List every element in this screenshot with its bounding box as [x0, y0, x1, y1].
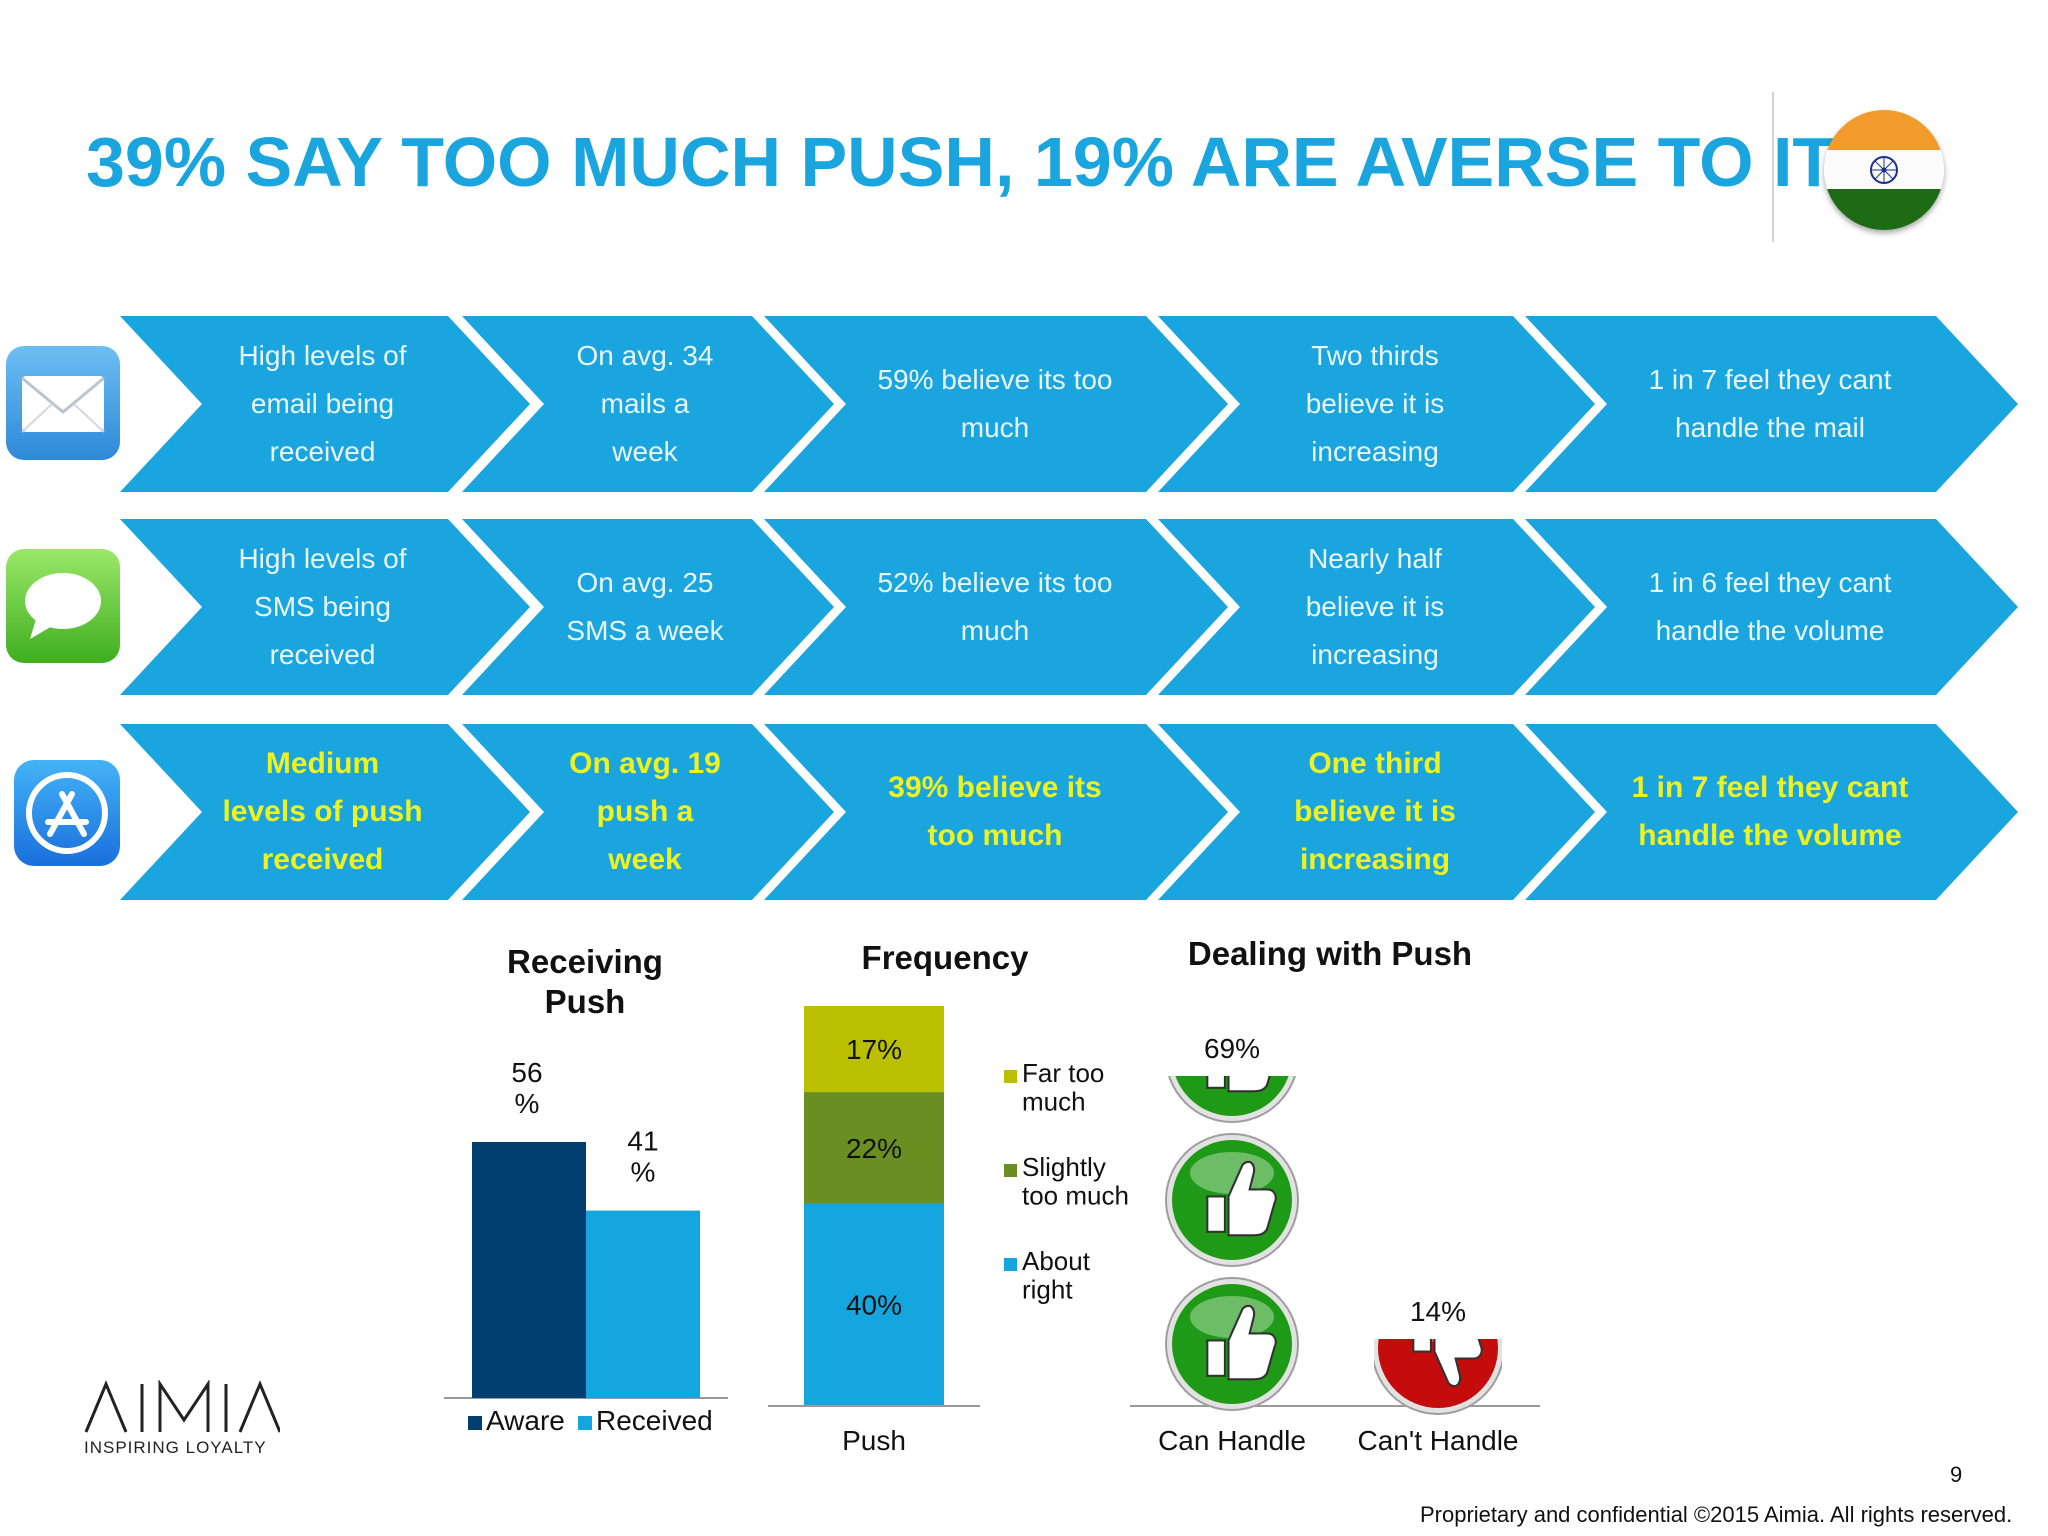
email-row: High levels of email being received On av…	[0, 316, 2048, 492]
process-step-label: 1 in 6 feel they cant handle the volume	[1648, 567, 1892, 646]
process-step-text: 1 in 7 feel they cant handle the mail	[1610, 316, 1930, 492]
process-step: Nearly half believe it is increasing	[1158, 519, 1595, 695]
dealing-with-push-title: Dealing with Push	[1187, 935, 1473, 972]
legend-label: About right	[1022, 1246, 1091, 1305]
process-step-label: One third believe it is increasing	[1294, 747, 1456, 876]
process-step: Medium levels of push received	[120, 724, 530, 900]
bar-data-label: 41%	[627, 1126, 658, 1188]
process-step-label: High levels of SMS being received	[238, 543, 407, 670]
legend-label: Slightly too much	[1022, 1152, 1129, 1211]
process-step: 39% believe its too much	[764, 724, 1228, 900]
legend-label: Received	[596, 1405, 713, 1436]
process-step-text: Medium levels of push received	[205, 724, 440, 900]
thumb-glyph	[1206, 1160, 1277, 1237]
process-step: 59% believe its too much	[764, 316, 1228, 492]
sms-icon	[6, 549, 120, 663]
slide-title: 39% SAY TOO MUCH PUSH, 19% ARE AVERSE TO…	[86, 123, 1836, 201]
process-step: On avg. 19 push a week	[462, 724, 834, 900]
category-label: Can Handle	[1158, 1425, 1306, 1456]
process-step: Two thirds believe it is increasing	[1158, 316, 1595, 492]
receiving-push-title: Receiving Push	[507, 943, 663, 1020]
process-step-text: On avg. 34 mails a week	[545, 316, 745, 492]
process-step-label: On avg. 25 SMS a week	[566, 567, 724, 646]
thumb-glyph	[1206, 1304, 1277, 1381]
process-step-text: High levels of email being received	[205, 316, 440, 492]
legend-swatch	[468, 1416, 482, 1430]
sms-row: High levels of SMS being received On avg.…	[0, 519, 2048, 695]
process-step-text: 39% believe its too much	[850, 724, 1140, 900]
thumbs-down-icon	[1374, 1339, 1502, 1415]
process-step-text: 52% believe its too much	[850, 519, 1140, 695]
process-step-label: Two thirds believe it is increasing	[1305, 340, 1445, 467]
process-step-label: High levels of email being received	[238, 340, 407, 467]
thumb-glyph	[1206, 1076, 1271, 1093]
process-step: 1 in 6 feel they cant handle the volume	[1525, 519, 2018, 695]
legend-label: Aware	[486, 1405, 565, 1436]
process-step-text: 59% believe its too much	[850, 316, 1140, 492]
process-step-text: On avg. 25 SMS a week	[545, 519, 745, 695]
category-label: Push	[842, 1425, 906, 1456]
thumb-gloss	[1190, 1152, 1274, 1194]
process-step-text: High levels of SMS being received	[205, 519, 440, 695]
process-step-label: 1 in 7 feel they cant handle the volume	[1631, 771, 1909, 852]
thumbs-up-icon	[1168, 1076, 1296, 1123]
push-row: Medium levels of push received On avg. 19…	[0, 724, 2048, 900]
process-step-label: Medium levels of push received	[222, 747, 423, 876]
frequency-title: Frequency	[861, 939, 1029, 976]
segment-data-label: 40%	[846, 1290, 902, 1321]
process-step: High levels of SMS being received	[120, 519, 530, 695]
process-step-label: Nearly half believe it is increasing	[1305, 543, 1445, 670]
process-step-label: 1 in 7 feel they cant handle the mail	[1648, 364, 1892, 443]
legend-swatch	[1004, 1164, 1017, 1177]
legend-label: Far too much	[1022, 1058, 1104, 1117]
title-divider	[1772, 92, 1774, 242]
stack-segment	[804, 1092, 944, 1204]
process-step-label: 59% believe its too much	[877, 364, 1113, 443]
page-number: 9	[1950, 1462, 1963, 1487]
copyright-notice: Proprietary and confidential ©2015 Aimia…	[1420, 1502, 2013, 1527]
stack-segment	[804, 1006, 944, 1093]
process-step-text: One third believe it is increasing	[1245, 724, 1505, 900]
process-step-label: On avg. 34 mails a week	[576, 340, 714, 467]
thumbs-up-icon	[1165, 1133, 1299, 1267]
stack-segment	[804, 1203, 944, 1406]
process-step: 1 in 7 feel they cant handle the volume	[1525, 724, 2018, 900]
segment-data-label: 17%	[846, 1034, 902, 1065]
bar-data-label: 14%	[1410, 1296, 1466, 1327]
process-step: On avg. 34 mails a week	[462, 316, 834, 492]
process-step-text: Nearly half believe it is increasing	[1245, 519, 1505, 695]
thumb-gloss	[1190, 1296, 1274, 1338]
logo-tagline: INSPIRING LOYALTY	[84, 1438, 267, 1457]
process-step-label: 39% believe its too much	[888, 771, 1102, 852]
bar-received	[586, 1210, 700, 1398]
bar-aware	[472, 1142, 586, 1398]
segment-data-label: 22%	[846, 1133, 902, 1164]
process-step-text: 1 in 7 feel they cant handle the volume	[1610, 724, 1930, 900]
process-step-text: Two thirds believe it is increasing	[1245, 316, 1505, 492]
process-step: On avg. 25 SMS a week	[462, 519, 834, 695]
category-label: Can't Handle	[1358, 1425, 1519, 1456]
aimia-logo	[84, 1379, 282, 1439]
thumbs-up-icon	[1165, 1277, 1299, 1411]
process-step: One third believe it is increasing	[1158, 724, 1595, 900]
process-step-label: On avg. 19 push a week	[569, 747, 721, 876]
bar-data-label: 56%	[511, 1057, 542, 1119]
process-step-text: On avg. 19 push a week	[545, 724, 745, 900]
bar-data-label: 69%	[1204, 1033, 1260, 1064]
legend-swatch	[1004, 1070, 1017, 1083]
legend-swatch	[578, 1416, 592, 1430]
process-step: 52% believe its too much	[764, 519, 1228, 695]
process-step: High levels of email being received	[120, 316, 530, 492]
mail-icon	[6, 346, 120, 460]
charts-area: 56 % 41 % Aware Received 40% 22% 17% Push Far too m…	[444, 1006, 1540, 1456]
process-step-text: 1 in 6 feel they cant handle the volume	[1610, 519, 1930, 695]
thumb-glyph	[1412, 1339, 1483, 1388]
process-step: 1 in 7 feel they cant handle the mail	[1525, 316, 2018, 492]
process-step-label: 52% believe its too much	[877, 567, 1113, 646]
app-store-icon	[14, 760, 120, 866]
legend-swatch	[1004, 1258, 1017, 1271]
india-flag-icon	[1824, 110, 1944, 230]
